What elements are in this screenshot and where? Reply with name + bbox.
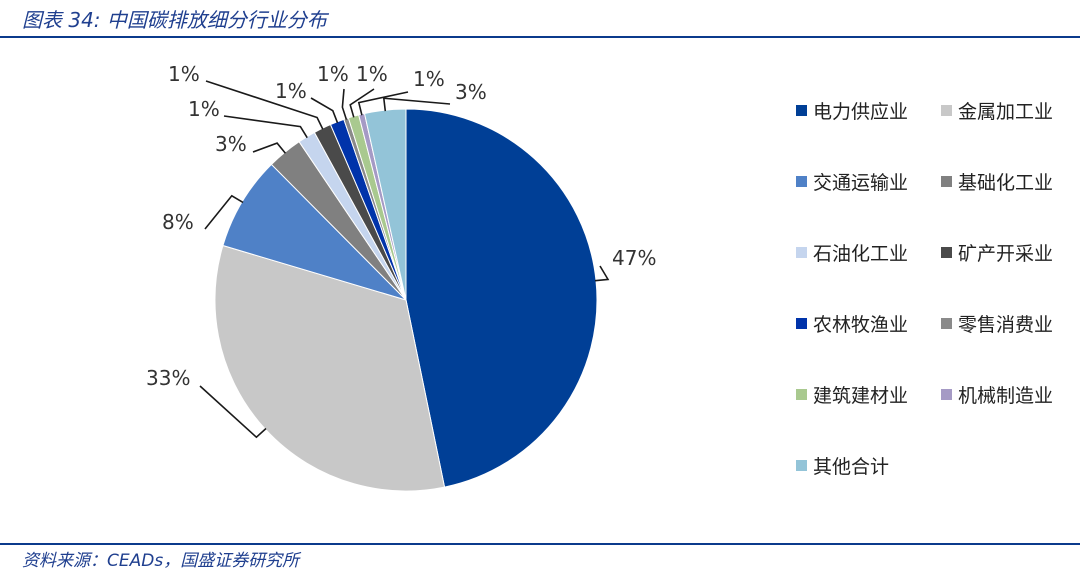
slice-label-3: 8%	[162, 210, 194, 234]
leader-line-10	[357, 91, 409, 116]
source-note: 资料来源：CEADs，国盛证券研究所	[22, 551, 300, 571]
legend-swatch-2	[941, 105, 952, 116]
slice-label-6: 1%	[168, 62, 200, 86]
slice-label-5: 1%	[188, 97, 220, 121]
bottom-divider	[0, 543, 1080, 545]
leader-line-4	[252, 142, 287, 154]
chart-title: 图表 34: 中国碳排放细分行业分布	[22, 8, 327, 32]
legend-label-8: 零售消费业	[958, 314, 1053, 336]
label-leader-lines	[199, 80, 610, 439]
legend-label-10: 机械制造业	[958, 385, 1053, 407]
leader-line-7	[310, 97, 339, 124]
slice-label-1: 47%	[612, 246, 656, 270]
slice-label-8: 1%	[317, 62, 349, 86]
leader-line-11	[382, 97, 451, 112]
slice-label-9: 1%	[356, 62, 388, 86]
top-divider	[0, 36, 1080, 38]
legend-label-11: 其他合计	[813, 456, 889, 478]
legend-swatch-10	[941, 389, 952, 400]
legend-label-5: 石油化工业	[813, 243, 908, 265]
leader-line-2	[199, 385, 267, 439]
legend-swatch-9	[796, 389, 807, 400]
slice-label-10: 1%	[413, 67, 445, 91]
slice-labels: 47% 33% 8% 3% 1% 1% 1% 1% 1% 1% 3%	[146, 62, 656, 390]
legend-label-2: 金属加工业	[958, 101, 1053, 123]
legend-swatch-6	[941, 247, 952, 258]
leader-line-3	[204, 194, 244, 230]
legend-swatch-1	[796, 105, 807, 116]
slice-label-4: 3%	[215, 132, 247, 156]
pie-slice-1	[405, 108, 598, 488]
slice-label-11: 3%	[455, 80, 487, 104]
leader-line-6	[205, 80, 324, 130]
slice-label-2: 33%	[146, 366, 190, 390]
legend-swatch-11	[796, 460, 807, 471]
leader-line-9	[349, 88, 375, 118]
legend-label-1: 电力供应业	[813, 101, 908, 123]
legend-label-6: 矿产开采业	[958, 243, 1053, 265]
pie-slices	[214, 108, 598, 492]
legend-label-7: 农林牧渔业	[813, 314, 908, 336]
leader-line-5	[223, 115, 308, 139]
legend-swatch-8	[941, 318, 952, 329]
legend-label-4: 基础化工业	[958, 172, 1053, 194]
legend-swatch-5	[796, 247, 807, 258]
legend-swatch-7	[796, 318, 807, 329]
legend-label-3: 交通运输业	[813, 172, 908, 194]
leader-line-8	[341, 88, 348, 120]
leader-line-1	[594, 265, 610, 282]
legend-label-9: 建筑建材业	[813, 385, 908, 407]
legend-swatch-4	[941, 176, 952, 187]
legend-swatch-3	[796, 176, 807, 187]
slice-label-7: 1%	[275, 79, 307, 103]
